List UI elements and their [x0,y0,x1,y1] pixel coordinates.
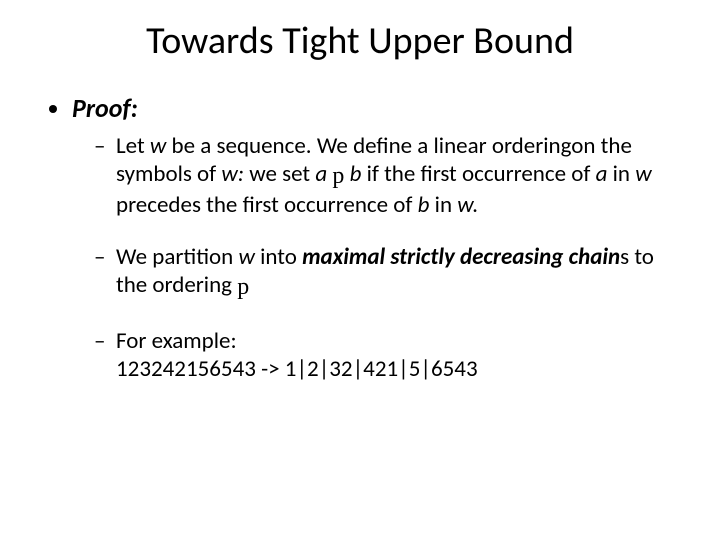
text: We partition [116,243,238,271]
proof-label: Proof: [72,92,138,124]
proof-sub-list: Let w be a sequence. We define a linear … [72,132,670,383]
text: we set [244,160,315,188]
slide: Towards Tight Upper Bound Proof: Let w b… [0,0,720,540]
example-value: 123242156543 -> 1|2|32|421|5|6543 [116,355,478,383]
ordering-symbol: p [237,274,249,300]
proof-list: Proof: Let w be a sequence. We define a … [50,92,670,383]
var-a: a [315,160,327,188]
example-label: For example: [116,327,237,355]
var-w: w. [457,191,478,219]
proof-item: Proof: Let w be a sequence. We define a … [72,92,670,383]
ordering-symbol: p [332,163,344,189]
emphasis: maximal strictly decreasing chain [302,243,620,271]
bullet-partition: We partition w into maximal strictly dec… [100,243,670,302]
var-a: a [596,160,608,188]
text: into [255,243,302,271]
text: Let [116,132,150,160]
var-w: w [238,243,254,271]
text: in [429,191,457,219]
bullet-ordering-definition: Let w be a sequence. We define a linear … [100,132,670,219]
slide-title: Towards Tight Upper Bound [50,18,670,64]
text: in [607,160,635,188]
var-w: w: [221,160,244,188]
bullet-example: For example: 123242156543 -> 1|2|32|421|… [100,327,670,383]
var-w: w [150,132,166,160]
var-w: w [635,160,651,188]
var-b: b [350,160,362,188]
text: if the first occurrence of [361,160,595,188]
var-b: b [418,191,430,219]
text: precedes the first occurrence of [116,191,418,219]
